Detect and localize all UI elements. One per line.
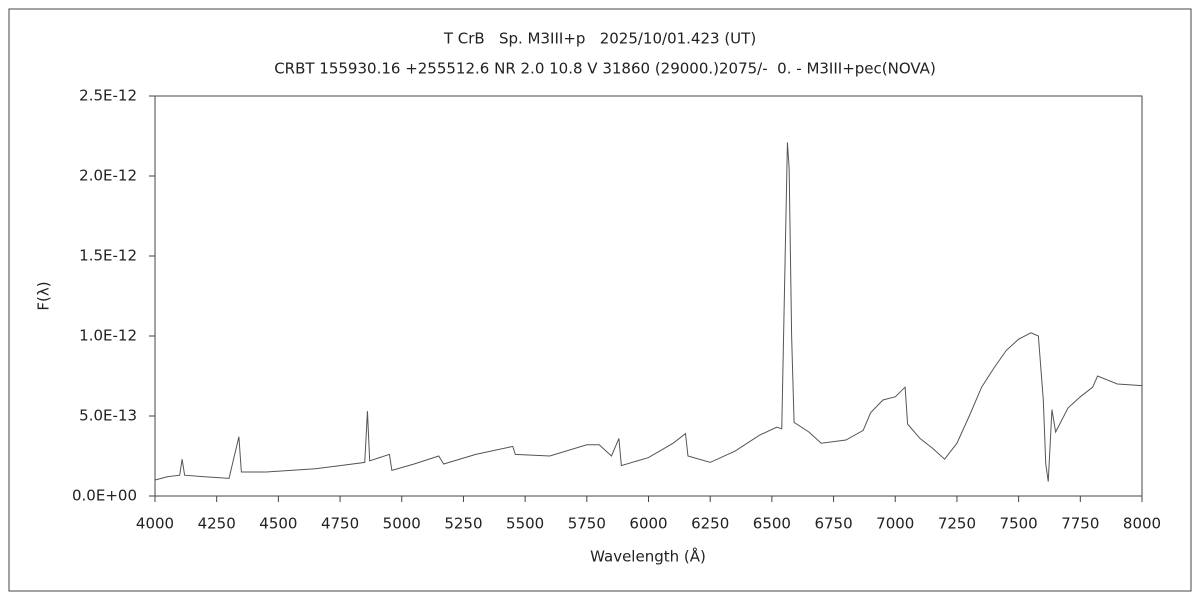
- x-tick-label: 6750: [814, 515, 852, 533]
- x-tick-label: 4750: [321, 515, 359, 533]
- x-tick-label: 7500: [1000, 515, 1038, 533]
- x-tick-label: 4000: [136, 515, 174, 533]
- x-tick-label: 5000: [383, 515, 421, 533]
- x-tick-label: 6250: [691, 515, 729, 533]
- x-tick-label: 6000: [629, 515, 667, 533]
- x-tick-label: 5500: [506, 515, 544, 533]
- y-tick-label: 1.5E-12: [79, 247, 137, 265]
- x-tick-label: 7250: [938, 515, 976, 533]
- chart-subtitle: CRBT 155930.16 +255512.6 NR 2.0 10.8 V 3…: [274, 60, 936, 78]
- x-tick-label: 4250: [198, 515, 236, 533]
- y-tick-label: 1.0E-12: [79, 327, 137, 345]
- x-tick-label: 7750: [1061, 515, 1099, 533]
- y-tick-label: 5.0E-13: [79, 407, 137, 425]
- spectrum-line: [154, 142, 1143, 482]
- y-tick-label: 2.0E-12: [79, 167, 137, 185]
- x-tick-label: 7000: [876, 515, 914, 533]
- x-tick-label: 5750: [568, 515, 606, 533]
- y-tick-label: 2.5E-12: [79, 87, 137, 105]
- y-axis-label: F(λ): [35, 281, 53, 310]
- x-tick-label: 6500: [753, 515, 791, 533]
- x-tick-label: 5250: [444, 515, 482, 533]
- outer-frame: [8, 8, 1192, 592]
- x-tick-label: 4500: [259, 515, 297, 533]
- x-axis-label: Wavelength (Å): [590, 547, 706, 566]
- chart-title: T CrB Sp. M3III+p 2025/10/01.423 (UT): [443, 30, 756, 48]
- y-tick-label: 0.0E+00: [72, 487, 137, 505]
- x-tick-label: 8000: [1123, 515, 1161, 533]
